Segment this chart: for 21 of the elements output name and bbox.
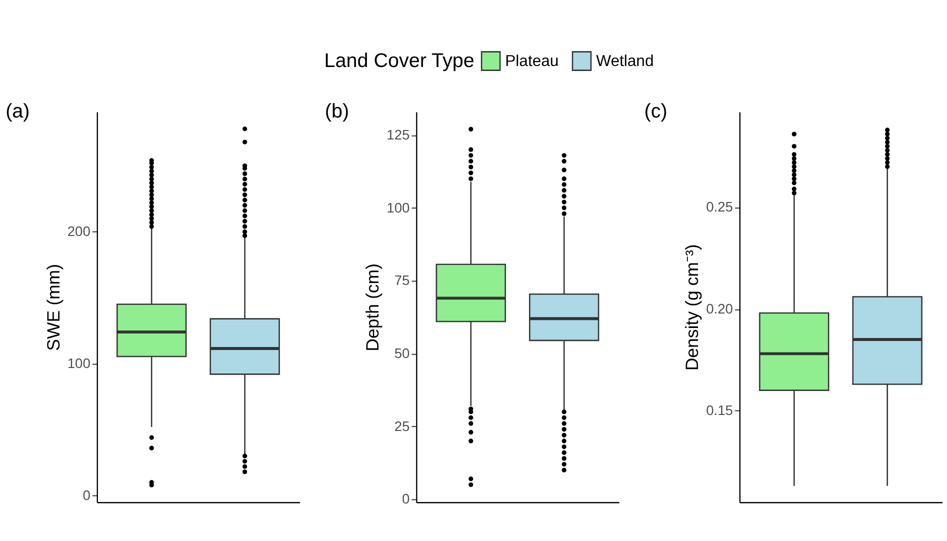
y-tick-label: 50 [394,344,410,361]
legend-label: Plateau [505,52,559,70]
y-tick-label: 0 [82,487,91,504]
legend-label: Wetland [596,52,654,70]
y-tick-label: 100 [386,199,410,216]
chart-title: (c) [644,100,668,123]
y-tick-label: 0.20 [706,300,734,316]
y-axis-title: Density (g cm⁻³) [682,244,702,371]
y-tick-label: 125 [386,126,410,142]
y-axis-title: Depth (cm) [362,263,383,352]
y-tick-label: 25 [394,418,410,434]
y-tick-label: 0 [402,490,410,507]
legend-title: Land Cover Type [324,50,474,72]
chart-title: (a) [6,100,30,123]
y-axis-title: SWE (mm) [43,264,64,351]
y-tick-label: 0.15 [706,402,734,418]
y-tick-label: 75 [394,272,410,288]
y-tick-label: 200 [67,223,91,240]
chart-title: (b) [324,100,350,123]
y-tick-label: 0.25 [706,198,734,215]
y-tick-label: 100 [67,355,91,372]
